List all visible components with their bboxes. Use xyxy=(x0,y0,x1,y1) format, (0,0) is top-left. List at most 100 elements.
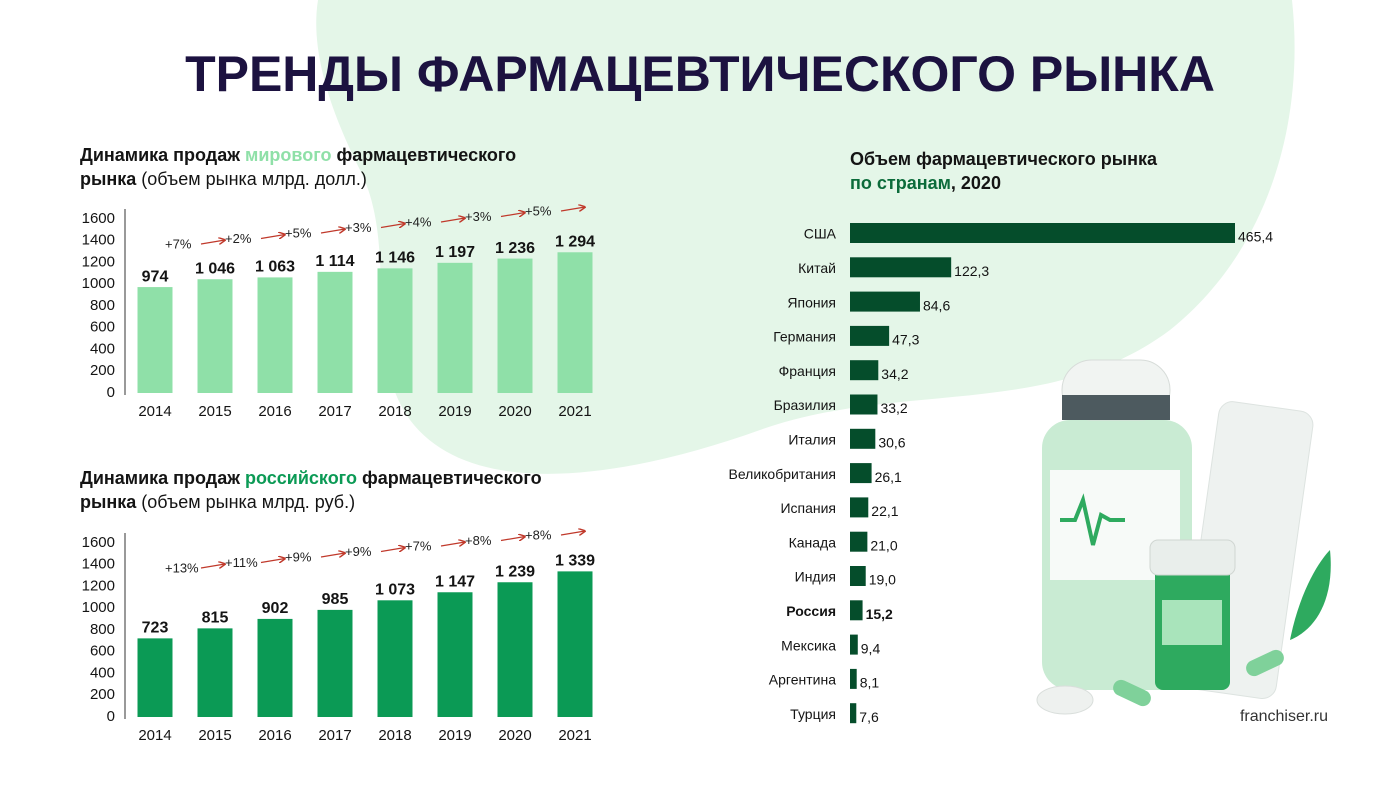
subtitle: (объем рынка млрд. руб.) xyxy=(141,492,356,512)
growth-arrow xyxy=(560,531,585,535)
growth-arrow xyxy=(500,537,525,541)
title-part: фармацевтического рынка xyxy=(80,145,517,189)
title-part: Динамика продаж xyxy=(80,468,245,488)
y-tick-label: 800 xyxy=(90,297,115,314)
bar xyxy=(197,628,233,717)
bar xyxy=(850,531,868,552)
y-tick-label: Великобритания xyxy=(728,466,836,482)
value-label: 1 339 xyxy=(555,553,595,570)
growth-label: +5% xyxy=(525,203,552,218)
x-tick-label: 2014 xyxy=(138,403,171,420)
y-tick-label: Бразилия xyxy=(774,397,836,413)
y-tick-label: Китай xyxy=(798,260,836,276)
y-tick-label: Россия xyxy=(786,603,836,619)
y-tick-label: 1200 xyxy=(82,253,115,270)
growth-arrow xyxy=(500,213,525,217)
growth-label: +3% xyxy=(465,209,492,224)
bar xyxy=(317,609,353,717)
bar xyxy=(850,394,878,415)
y-tick-label: 400 xyxy=(90,664,115,681)
y-tick-label: Мексика xyxy=(781,637,836,653)
value-label: 1 146 xyxy=(375,250,415,267)
value-label: 1 114 xyxy=(315,253,354,270)
bar xyxy=(137,287,173,393)
bar xyxy=(850,566,866,586)
bar xyxy=(137,638,173,717)
x-tick-label: 2019 xyxy=(438,727,471,744)
value-label: 1 073 xyxy=(375,582,415,599)
value-label: 15,2 xyxy=(866,606,893,622)
y-tick-label: 1600 xyxy=(82,534,115,551)
value-label: 902 xyxy=(262,600,289,617)
x-tick-label: 2014 xyxy=(138,727,171,744)
subtitle: (объем рынка млрд. долл.) xyxy=(141,169,367,189)
x-tick-label: 2021 xyxy=(558,403,591,420)
growth-arrow xyxy=(560,207,585,211)
title-part: , 2020 xyxy=(950,173,1001,193)
value-label: 815 xyxy=(202,610,229,627)
growth-label: +5% xyxy=(285,225,312,240)
y-tick-label: Аргентина xyxy=(769,672,836,688)
growth-arrow xyxy=(260,235,285,239)
bar xyxy=(850,291,920,312)
bar xyxy=(850,428,876,449)
bar xyxy=(850,360,879,381)
growth-label: +13% xyxy=(165,560,199,575)
y-tick-label: 1000 xyxy=(82,599,115,616)
bar xyxy=(850,223,1235,243)
value-label: 723 xyxy=(142,620,169,637)
title-part: по странам xyxy=(850,173,951,193)
y-tick-label: 0 xyxy=(107,384,115,401)
source: franchiser.ru xyxy=(1240,708,1328,725)
value-label: 1 294 xyxy=(555,233,595,250)
growth-arrow xyxy=(260,559,285,563)
growth-arrow xyxy=(380,548,405,552)
bar xyxy=(850,634,858,655)
bar xyxy=(257,618,293,717)
x-tick-label: 2016 xyxy=(258,727,291,744)
bar xyxy=(850,325,890,346)
illustration xyxy=(1036,359,1331,715)
y-tick-label: 200 xyxy=(90,362,115,379)
bar xyxy=(497,258,533,393)
value-label: 26,1 xyxy=(875,469,902,485)
x-tick-label: 2016 xyxy=(258,403,291,420)
x-tick-label: 2018 xyxy=(378,403,411,420)
value-label: 22,1 xyxy=(871,503,898,519)
main-title: ТРЕНДЫ ФАРМАЦЕВТИЧЕСКОГО РЫНКА xyxy=(185,46,1215,102)
value-label: 1 147 xyxy=(435,573,475,590)
value-label: 985 xyxy=(322,591,349,608)
growth-arrow xyxy=(440,542,465,546)
growth-label: +11% xyxy=(225,555,258,570)
value-label: 19,0 xyxy=(869,572,896,588)
x-tick-label: 2015 xyxy=(198,403,231,420)
growth-arrow xyxy=(380,224,405,228)
y-tick-label: Германия xyxy=(773,329,836,345)
bar xyxy=(850,257,952,278)
growth-arrow xyxy=(200,240,225,244)
growth-arrow xyxy=(320,553,345,557)
bar xyxy=(437,592,473,717)
y-tick-label: 200 xyxy=(90,686,115,703)
growth-label: +8% xyxy=(465,533,492,548)
y-tick-label: Испания xyxy=(780,500,836,516)
value-label: 1 063 xyxy=(255,259,295,276)
y-tick-label: 400 xyxy=(90,340,115,357)
x-tick-label: 2020 xyxy=(498,727,531,744)
value-label: 122,3 xyxy=(954,263,989,279)
growth-arrow xyxy=(440,218,465,222)
y-tick-label: 1600 xyxy=(82,210,115,227)
y-tick-label: США xyxy=(804,226,837,242)
bar xyxy=(557,252,593,393)
bar xyxy=(850,600,863,621)
growth-label: +8% xyxy=(525,527,552,542)
value-label: 1 239 xyxy=(495,563,535,580)
growth-label: +7% xyxy=(165,236,192,251)
y-tick-label: 600 xyxy=(90,643,115,660)
x-tick-label: 2015 xyxy=(198,727,231,744)
title-part: мирового xyxy=(245,145,332,165)
y-tick-label: Индия xyxy=(795,569,836,585)
value-label: 1 197 xyxy=(435,244,475,261)
value-label: 34,2 xyxy=(881,366,908,382)
